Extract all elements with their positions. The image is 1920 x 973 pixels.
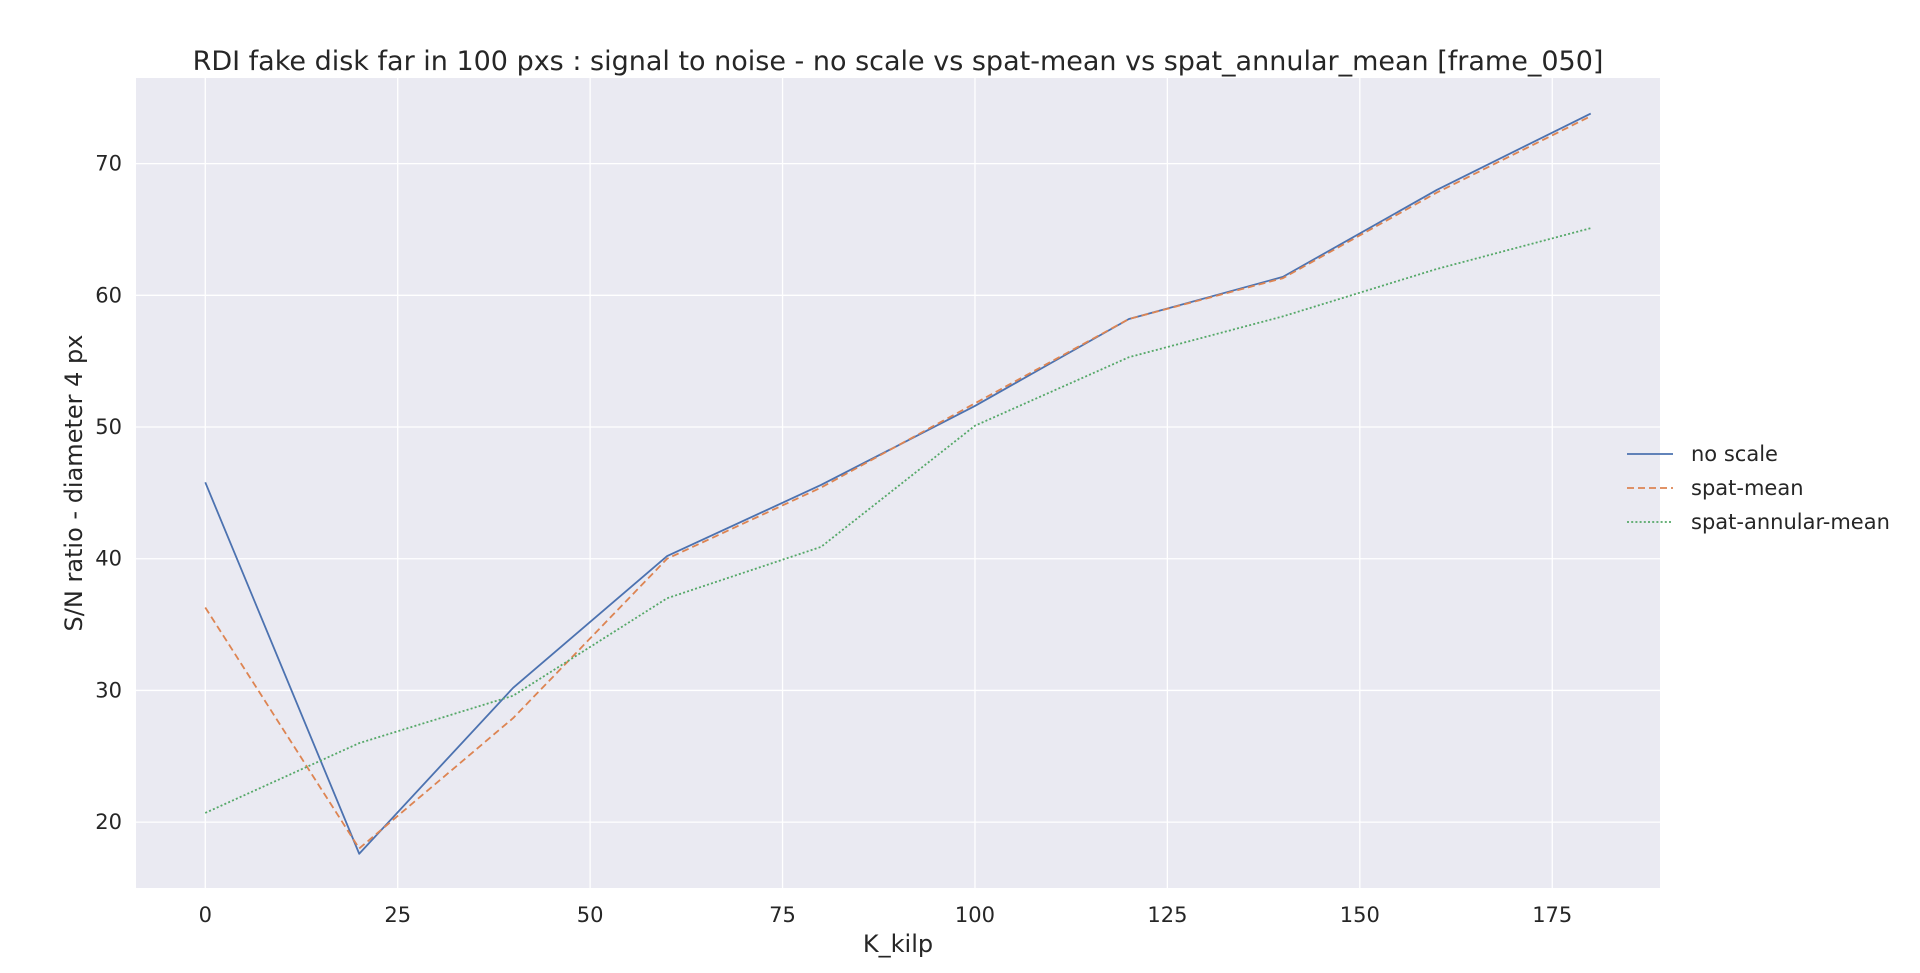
x-tick-label: 75 [769,903,796,927]
x-tick-label: 125 [1147,903,1187,927]
y-tick-label: 50 [95,415,122,439]
x-tick-label: 25 [384,903,411,927]
series-line-1 [204,112,1592,855]
x-tick-label: 175 [1532,903,1572,927]
x-tick-label: 100 [955,903,995,927]
legend-label-1: no scale [1691,442,1778,466]
x-tick-label: 0 [199,903,212,927]
y-tick-label: 60 [95,283,122,307]
plot-background [136,78,1660,888]
y-tick-label: 40 [95,547,122,571]
series-line-2 [204,115,1592,850]
y-tick-labels: 20 30 40 50 60 70 [95,152,122,835]
y-tick-label: 70 [95,152,122,176]
x-axis-label: K_kilp [863,930,933,958]
y-axis-label: S/N ratio - diameter 4 px [60,335,88,632]
x-tick-label: 150 [1340,903,1380,927]
y-tick-label: 30 [95,678,122,702]
series-layer [204,112,1592,855]
series-line-3 [204,227,1591,814]
y-tick-label: 20 [95,810,122,834]
y-grid-lines [136,162,1660,823]
legend-label-2: spat-mean [1691,476,1804,500]
chart-title: RDI fake disk far in 100 pxs : signal to… [193,46,1604,77]
legend-label-3: spat-annular-mean [1691,510,1890,534]
x-tick-label: 50 [577,903,604,927]
legend: no scale spat-mean spat-annular-mean [1627,442,1890,534]
x-tick-labels: 0 25 50 75 100 125 150 175 [199,903,1573,927]
x-grid-lines [204,78,1553,888]
